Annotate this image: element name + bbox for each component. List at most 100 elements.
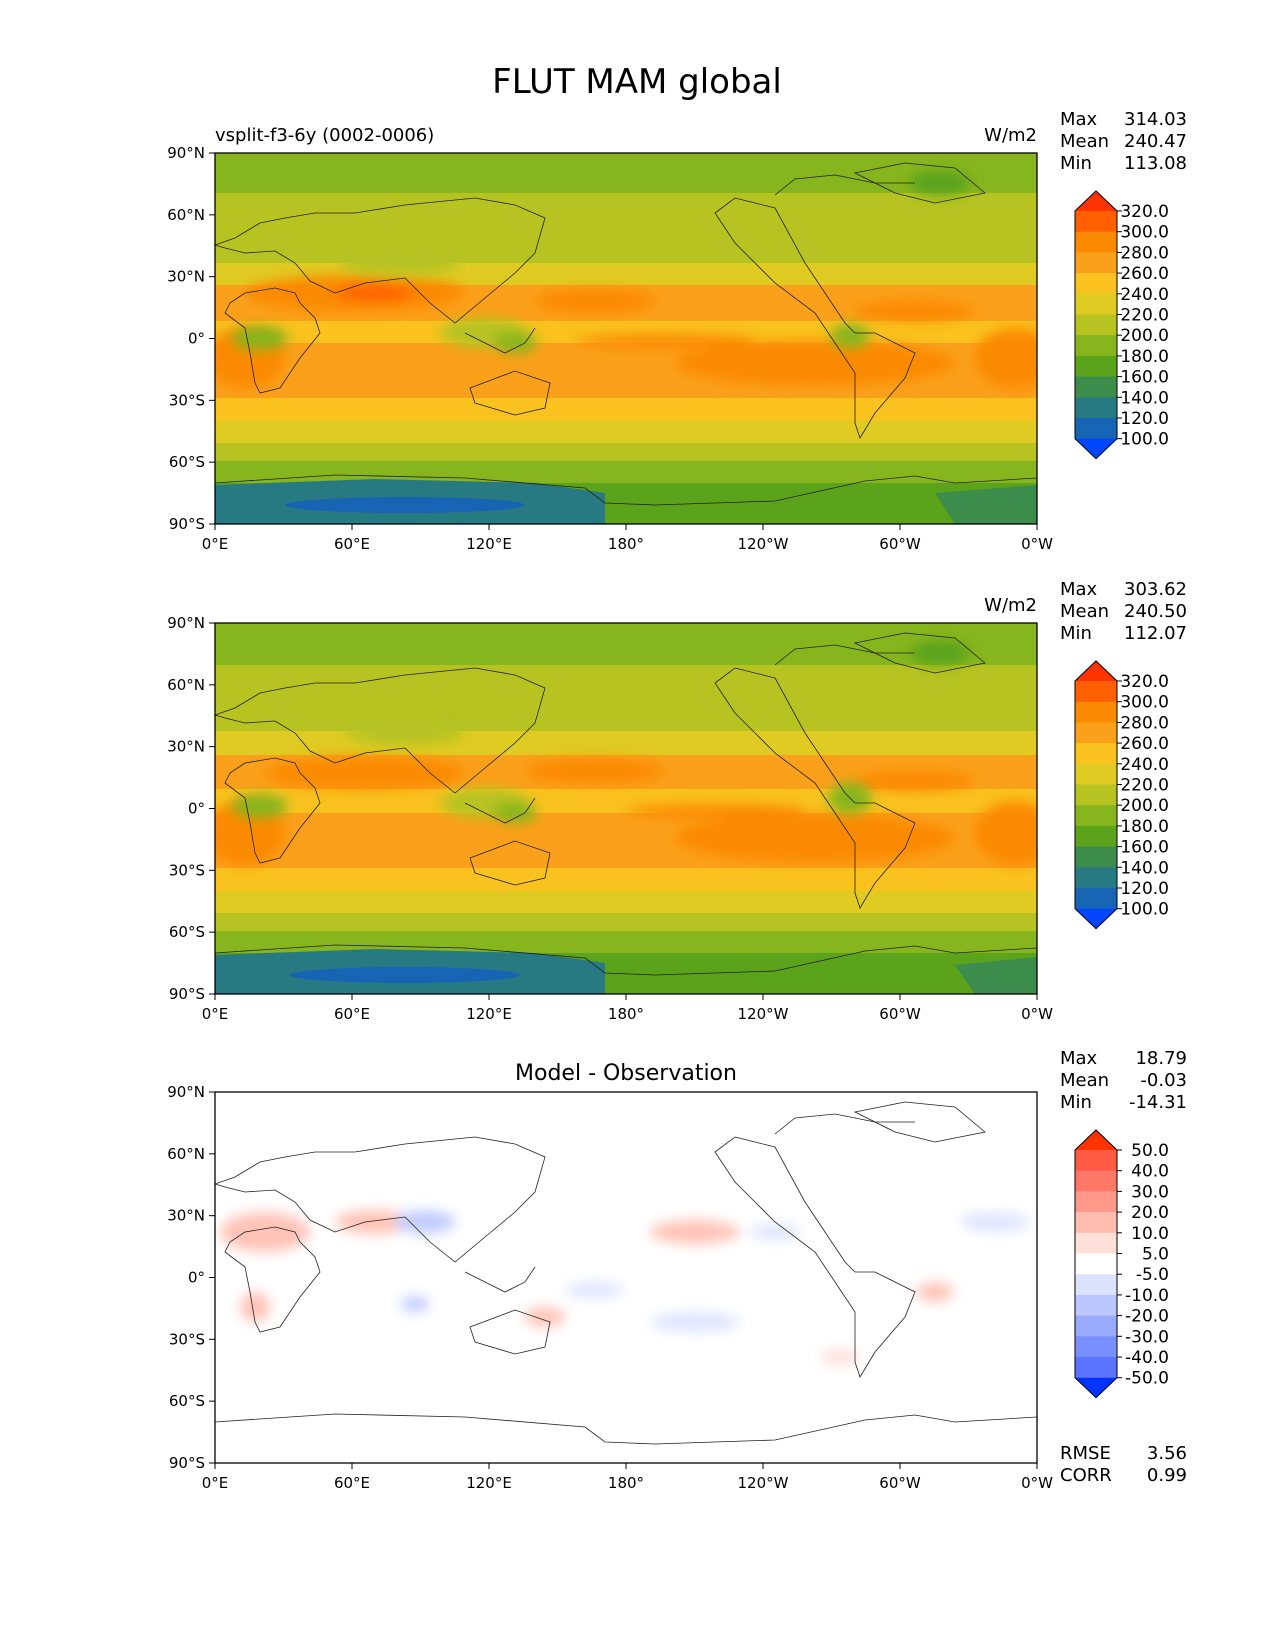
lon-tick-label: 0°E bbox=[202, 535, 229, 553]
colorbar-tick-label: 260.0 bbox=[1120, 264, 1169, 284]
colorbar-tick-label: 300.0 bbox=[1120, 223, 1169, 243]
colorbar-swatch bbox=[1075, 1357, 1117, 1379]
lon-tick-label: 60°E bbox=[334, 535, 370, 553]
lon-tick-label: 60°E bbox=[334, 1474, 370, 1492]
panel-stats: Max 18.79 Mean -0.03 Min -14.31 bbox=[1060, 1048, 1187, 1113]
lat-tick-label: 90°N bbox=[167, 614, 205, 632]
colorbar-tick-label: 180.0 bbox=[1120, 347, 1169, 367]
stat-max-label: Max bbox=[1060, 1048, 1098, 1069]
lon-ticks: 0°E 60°E 120°E 180° 120°W 60°W 0°W bbox=[202, 1463, 1053, 1492]
colorbar-swatch bbox=[1075, 1336, 1117, 1358]
colorbar-swatch bbox=[1075, 252, 1117, 274]
colorbar-swatch bbox=[1075, 825, 1117, 848]
lon-tick-label: 180° bbox=[608, 535, 644, 553]
panel-stats: Max 314.03 Mean 240.47 Min 113.08 bbox=[1060, 109, 1187, 174]
lat-tick-label: 30°N bbox=[167, 268, 205, 286]
lat-tick-label: 30°N bbox=[167, 738, 205, 756]
lon-tick-label: 120°E bbox=[466, 1474, 512, 1492]
lat-tick-label: 90°S bbox=[169, 985, 205, 1003]
colorbar-extend-min bbox=[1075, 438, 1117, 459]
colorbar-tick-label: 240.0 bbox=[1120, 755, 1169, 775]
lat-tick-label: 30°S bbox=[169, 861, 205, 879]
panel-extra-stats: RMSE 3.56 CORR 0.99 bbox=[1060, 1443, 1187, 1486]
colorbar-tick-label: -50.0 bbox=[1125, 1369, 1169, 1389]
lon-tick-label: 0°E bbox=[202, 1474, 229, 1492]
rmse-value: 3.56 bbox=[1147, 1443, 1187, 1464]
colorbar-tick-label: 240.0 bbox=[1120, 285, 1169, 305]
lat-tick-label: 60°S bbox=[169, 453, 205, 471]
stat-min-label: Min bbox=[1060, 1092, 1092, 1113]
stat-max-label: Max bbox=[1060, 579, 1098, 600]
colorbar-tick-label: 200.0 bbox=[1120, 326, 1169, 346]
colorbar-extend-min bbox=[1075, 1377, 1117, 1398]
colorbar-tick-label: 140.0 bbox=[1120, 388, 1169, 408]
colorbar-swatch bbox=[1075, 1232, 1117, 1254]
lat-tick-label: 30°S bbox=[169, 1330, 205, 1348]
lon-tick-label: 60°E bbox=[334, 1005, 370, 1023]
stat-max-value: 314.03 bbox=[1124, 109, 1187, 130]
colorbar-swatch bbox=[1075, 867, 1117, 889]
stat-max-label: Max bbox=[1060, 109, 1098, 130]
map-field bbox=[215, 623, 1037, 994]
lon-tick-label: 0°E bbox=[202, 1005, 229, 1023]
lat-tick-label: 30°N bbox=[167, 1207, 205, 1225]
colorbar-tick-label: 50.0 bbox=[1131, 1141, 1169, 1161]
colorbar-swatch bbox=[1075, 1315, 1117, 1337]
stat-min-value: -14.31 bbox=[1129, 1092, 1187, 1113]
lon-tick-label: 60°W bbox=[879, 1474, 921, 1492]
colorbar-tick-label: 30.0 bbox=[1131, 1182, 1169, 1202]
lat-ticks: 90°N 60°N 30°N 0° 30°S 60°S 90°S bbox=[167, 144, 215, 533]
stat-max-value: 18.79 bbox=[1135, 1048, 1187, 1069]
lat-tick-label: 0° bbox=[188, 800, 205, 818]
coastlines bbox=[215, 162, 1037, 506]
colorbar-swatch bbox=[1075, 211, 1117, 233]
lat-tick-label: 60°S bbox=[169, 923, 205, 941]
map-field bbox=[215, 153, 1037, 524]
colorbar-swatch bbox=[1075, 418, 1117, 440]
colorbar-swatch bbox=[1075, 681, 1117, 703]
stat-mean-label: Mean bbox=[1060, 131, 1109, 152]
colorbar: 320.0300.0280.0260.0240.0220.0200.0180.0… bbox=[1074, 190, 1169, 460]
colorbar-extend-max bbox=[1075, 1130, 1117, 1150]
colorbar-swatch bbox=[1075, 397, 1117, 419]
colorbar-tick-label: 160.0 bbox=[1120, 838, 1169, 858]
lat-tick-label: 30°S bbox=[169, 391, 205, 409]
lon-tick-label: 0°W bbox=[1021, 1005, 1053, 1023]
colorbar: 50.040.030.020.010.05.0-5.0-10.0-20.0-30… bbox=[1074, 1129, 1169, 1399]
colorbar-swatch bbox=[1075, 701, 1117, 723]
colorbar-tick-label: -40.0 bbox=[1125, 1348, 1169, 1368]
lat-tick-label: 60°N bbox=[167, 1145, 205, 1163]
stat-mean-value: 240.50 bbox=[1124, 601, 1187, 622]
panel-units: W/m2 bbox=[984, 125, 1037, 146]
lon-tick-label: 0°W bbox=[1021, 1474, 1053, 1492]
lon-tick-label: 60°W bbox=[879, 1005, 921, 1023]
colorbar-swatch bbox=[1075, 355, 1117, 378]
lat-ticks: 90°N 60°N 30°N 0° 30°S 60°S 90°S bbox=[167, 1083, 215, 1472]
colorbar-tick-label: 180.0 bbox=[1120, 817, 1169, 837]
colorbar-swatch bbox=[1075, 784, 1117, 806]
lat-tick-label: 0° bbox=[188, 330, 205, 348]
colorbar-tick-label: 280.0 bbox=[1120, 243, 1169, 263]
lat-ticks: 90°N 60°N 30°N 0° 30°S 60°S 90°S bbox=[167, 614, 215, 1003]
lon-tick-label: 120°W bbox=[738, 1005, 789, 1023]
colorbar-swatch bbox=[1075, 1170, 1117, 1192]
colorbar-swatch bbox=[1075, 335, 1117, 357]
lon-tick-label: 180° bbox=[608, 1474, 644, 1492]
colorbar-swatch bbox=[1075, 273, 1117, 295]
panel-stats: Max 303.62 Mean 240.50 Min 112.07 bbox=[1060, 579, 1187, 644]
colorbar-tick-label: 200.0 bbox=[1120, 796, 1169, 816]
lon-tick-label: 0°W bbox=[1021, 535, 1053, 553]
colorbar-swatch bbox=[1075, 231, 1117, 253]
colorbar-tick-label: 20.0 bbox=[1131, 1203, 1169, 1223]
lat-tick-label: 60°N bbox=[167, 676, 205, 694]
panel-left-title: vsplit-f3-6y (0002-0006) bbox=[215, 125, 434, 146]
lat-tick-label: 60°S bbox=[169, 1392, 205, 1410]
lat-tick-label: 90°S bbox=[169, 1454, 205, 1472]
corr-value: 0.99 bbox=[1147, 1465, 1187, 1486]
stat-mean-value: 240.47 bbox=[1124, 131, 1187, 152]
colorbar-swatch bbox=[1075, 1274, 1117, 1296]
coastlines bbox=[215, 1101, 1037, 1445]
panel-units: W/m2 bbox=[984, 595, 1037, 616]
colorbar-tick-label: -5.0 bbox=[1136, 1265, 1169, 1285]
